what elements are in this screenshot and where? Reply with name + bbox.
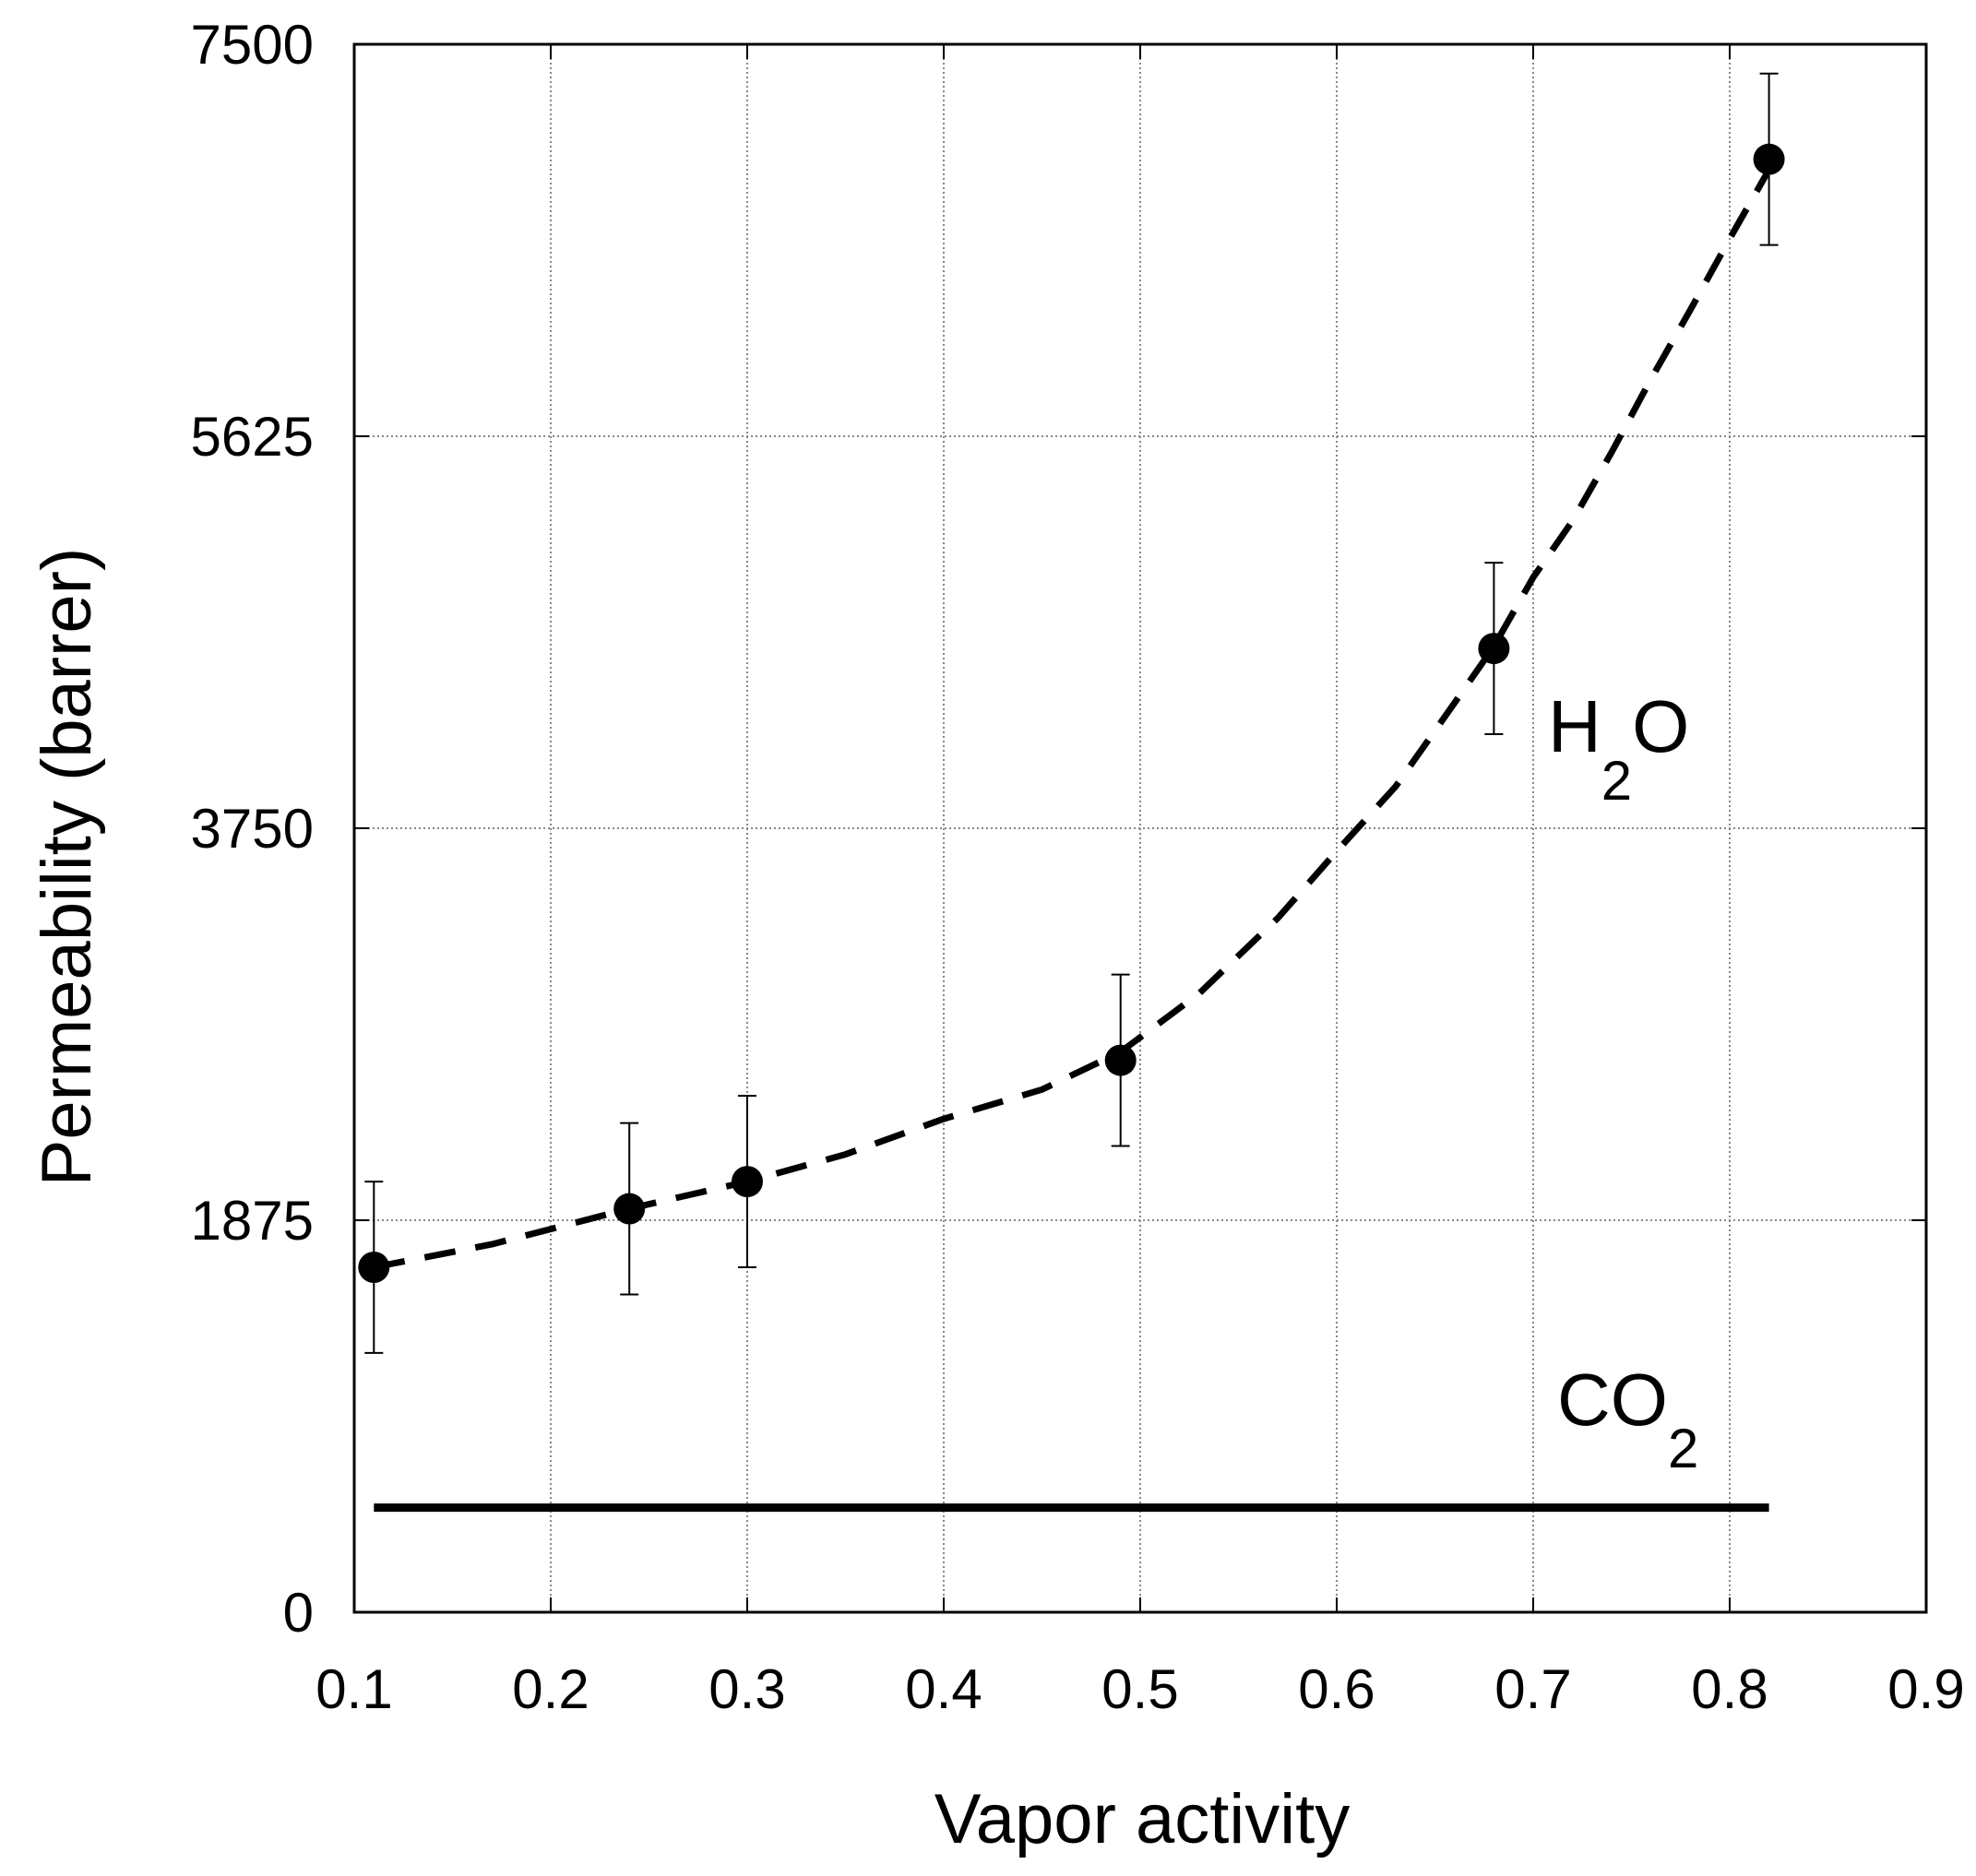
y-tick-label: 5625	[191, 406, 314, 468]
co2-series-label: CO2	[1557, 1359, 1698, 1479]
co2-label-main: CO	[1557, 1359, 1668, 1441]
x-tick-label: 0.3	[708, 1658, 785, 1720]
y-tick-label: 0	[283, 1582, 314, 1644]
h2o-data-point	[1753, 143, 1785, 175]
h2o-data-point	[732, 1166, 763, 1198]
h2o-label-subscript: 2	[1601, 750, 1632, 812]
y-tick-label: 3750	[191, 798, 314, 860]
h2o-data-point	[613, 1193, 646, 1225]
y-tick-label: 7500	[191, 14, 314, 76]
h2o-fit-curve	[373, 168, 1772, 1271]
h2o-data-point	[1104, 1044, 1137, 1076]
x-tick-label: 0.9	[1887, 1658, 1964, 1720]
y-axis-title: Permeability (barrer)	[28, 548, 106, 1187]
h2o-series-label: H2O	[1548, 685, 1689, 812]
x-tick-label: 0.1	[315, 1658, 392, 1720]
x-tick-label: 0.5	[1101, 1658, 1178, 1720]
y-tick-labels: 0 1875 3750 5625 7500	[191, 14, 314, 1644]
x-tick-label: 0.7	[1494, 1658, 1571, 1720]
h2o-data-point	[358, 1252, 390, 1283]
x-tick-label: 0.6	[1298, 1658, 1375, 1720]
y-tick-label: 1875	[191, 1190, 314, 1252]
x-tick-label: 0.2	[512, 1658, 589, 1720]
grid-lines	[354, 44, 1926, 1612]
co2-label-subscript: 2	[1668, 1418, 1698, 1479]
h2o-label-tail: O	[1632, 685, 1689, 767]
x-tick-labels: 0.1 0.2 0.3 0.4 0.5 0.6 0.7 0.8 0.9	[315, 1658, 1964, 1720]
h2o-label-main: H	[1548, 685, 1601, 767]
x-tick-label: 0.4	[905, 1658, 982, 1720]
axis-ticks	[353, 43, 1927, 1613]
x-tick-label: 0.8	[1691, 1658, 1768, 1720]
h2o-data-point	[1478, 633, 1510, 665]
x-axis-title: Vapor activity	[934, 1780, 1351, 1858]
series-layer	[358, 72, 1785, 1513]
